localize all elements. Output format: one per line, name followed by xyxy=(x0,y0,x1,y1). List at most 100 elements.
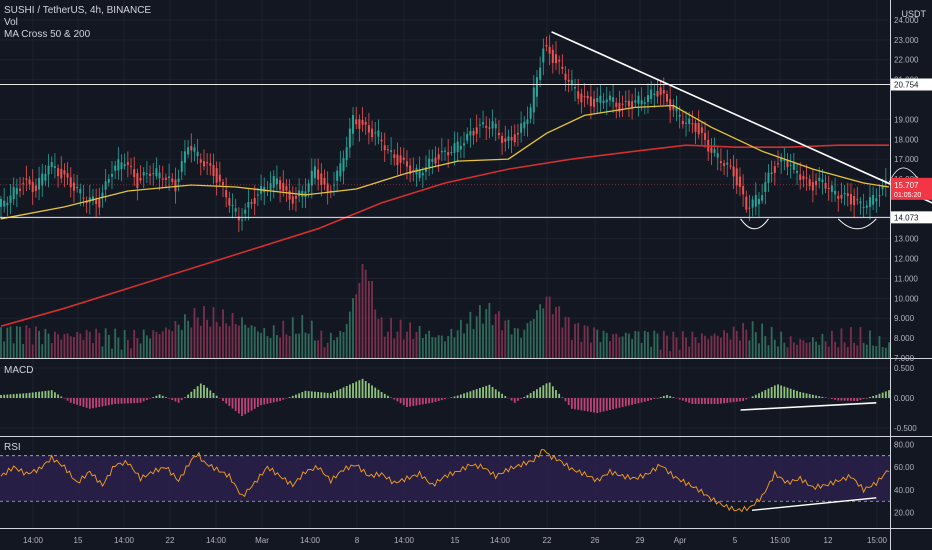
volume-bar xyxy=(634,330,637,358)
volume-bar xyxy=(323,347,326,358)
candle-body xyxy=(656,91,659,97)
candle-body xyxy=(868,197,871,207)
time-tick-label: 14:00 xyxy=(394,536,415,545)
macd-bar xyxy=(770,387,773,398)
volume-bar xyxy=(821,333,824,358)
macd-bar xyxy=(805,393,808,398)
volume-bar xyxy=(409,322,412,358)
volume-bar xyxy=(865,344,868,358)
macd-bar xyxy=(345,386,348,398)
volume-bar xyxy=(288,336,291,358)
volume-bar xyxy=(241,317,243,358)
volume-bar xyxy=(54,331,56,358)
volume-bar xyxy=(685,337,687,358)
macd-bar xyxy=(66,398,69,401)
macd-bar xyxy=(780,385,783,398)
macd-bar xyxy=(88,398,91,409)
candle-body xyxy=(320,173,323,186)
time-tick-label: 14:00 xyxy=(206,536,227,545)
macd-bar xyxy=(517,398,519,401)
candle-body xyxy=(405,161,408,167)
volume-bar xyxy=(748,340,751,358)
macd-bar xyxy=(139,398,142,403)
candle-body xyxy=(821,179,824,182)
volume-bar xyxy=(95,328,98,358)
volume-bar xyxy=(783,342,786,358)
double-bottom-arc xyxy=(837,218,877,230)
volume-bar xyxy=(837,347,840,358)
macd-bar xyxy=(621,398,624,407)
volume-bar xyxy=(98,332,101,358)
macd-bar xyxy=(786,387,789,398)
volume-bar xyxy=(317,340,320,358)
volume-bar xyxy=(796,344,798,358)
price-tick-label: 11.000 xyxy=(894,274,918,283)
volume-bar xyxy=(548,296,551,358)
volume-bar xyxy=(57,334,59,358)
volume-bar xyxy=(884,347,887,358)
candle-body xyxy=(28,179,31,185)
volume-bar xyxy=(69,336,72,358)
macd-bar xyxy=(415,398,418,406)
macd-bar xyxy=(199,383,202,398)
candle-body xyxy=(161,178,164,180)
volume-bar xyxy=(206,319,209,358)
macd-bar xyxy=(589,398,592,412)
time-tick-label: Apr xyxy=(674,536,687,545)
macd-bar xyxy=(488,384,491,398)
volume-bar xyxy=(234,323,237,358)
price-tick-label: 10.000 xyxy=(894,294,919,303)
volume-bar xyxy=(256,331,259,358)
volume-bar xyxy=(792,342,795,358)
macd-bar xyxy=(713,398,716,404)
macd-bar xyxy=(406,398,408,407)
volume-bar xyxy=(364,269,367,358)
time-tick-label: 5 xyxy=(733,536,738,545)
volume-bar xyxy=(469,311,472,358)
macd-bar xyxy=(631,398,634,405)
candle-body xyxy=(777,163,779,165)
macd-bar xyxy=(57,394,59,398)
time-tick-label: 26 xyxy=(591,536,600,545)
macd-bar xyxy=(371,385,373,398)
macd-bar xyxy=(288,397,291,398)
last-price-tag: 15.707 xyxy=(894,181,919,190)
macd-bar xyxy=(691,398,694,404)
macd-bar xyxy=(764,390,767,398)
volume-bar xyxy=(605,332,608,358)
volume-bar xyxy=(329,332,332,358)
volume-bar xyxy=(374,309,377,358)
candle-body xyxy=(98,198,101,208)
candle-body xyxy=(301,190,304,197)
macd-bar xyxy=(624,398,627,407)
candle-body xyxy=(723,163,726,166)
candle-body xyxy=(190,145,193,151)
volume-bar xyxy=(640,342,643,358)
macd-bar xyxy=(808,394,811,398)
candle-body xyxy=(501,136,504,143)
macd-bar xyxy=(12,394,15,398)
volume-bar xyxy=(215,321,218,358)
volume-bar xyxy=(431,336,434,358)
volume-bar xyxy=(583,325,586,358)
macd-bar xyxy=(564,398,567,402)
macd-bar xyxy=(130,398,132,404)
volume-bar xyxy=(510,334,513,358)
candle-body xyxy=(9,195,12,203)
ma200-line xyxy=(0,144,889,327)
candle-body xyxy=(859,201,862,204)
macd-bar xyxy=(542,385,545,398)
macd-bar xyxy=(76,398,79,405)
macd-bar xyxy=(586,398,589,412)
volume-bar xyxy=(862,342,865,358)
candle-body xyxy=(371,128,374,138)
macd-bar xyxy=(104,398,107,406)
macd-bar xyxy=(605,398,608,411)
candle-body xyxy=(383,145,386,151)
volume-bar xyxy=(659,349,662,358)
volume-bar xyxy=(12,343,15,358)
candle-body xyxy=(846,193,849,197)
volume-bar xyxy=(291,317,294,358)
macd-bar xyxy=(387,395,389,398)
volume-bar xyxy=(345,323,348,358)
